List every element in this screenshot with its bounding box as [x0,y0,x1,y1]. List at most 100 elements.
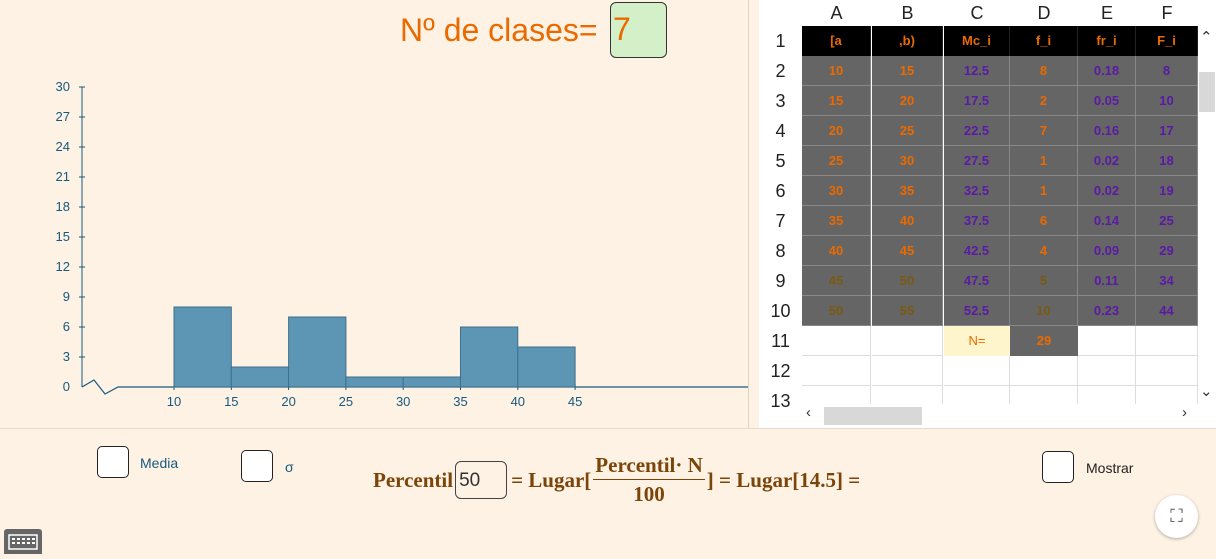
empty-cell[interactable] [1010,356,1078,386]
data-cell[interactable]: 1 [1010,146,1078,176]
data-cell[interactable]: 0.14 [1078,206,1136,236]
data-cell[interactable]: 18 [1136,146,1198,176]
vertical-scrollbar[interactable]: ⌃ ⌄ [1198,26,1216,400]
row-header[interactable]: 7 [759,206,802,236]
data-cell[interactable]: 10 [1010,296,1078,326]
clases-input[interactable]: 7 [610,2,667,58]
data-cell[interactable]: 2 [1010,86,1078,116]
data-cell[interactable]: 35 [802,206,871,236]
vertical-scroll-thumb[interactable] [1199,72,1215,112]
scroll-down-icon[interactable]: ⌄ [1200,383,1213,400]
header-cell[interactable]: [a [802,26,871,56]
data-cell[interactable]: 30 [802,176,871,206]
data-cell[interactable]: 10 [1136,86,1198,116]
data-cell[interactable]: 52.5 [944,296,1010,326]
data-cell[interactable]: 20 [872,86,943,116]
data-cell[interactable]: 8 [1136,56,1198,86]
header-cell[interactable]: ,b) [872,26,943,56]
data-cell[interactable]: 5 [1010,266,1078,296]
data-cell[interactable]: 50 [802,296,871,326]
row-header[interactable]: 5 [759,146,802,176]
data-cell[interactable]: 0.18 [1078,56,1136,86]
horizontal-scroll-thumb[interactable] [824,407,922,425]
row-header[interactable]: 2 [759,56,802,86]
scroll-left-icon[interactable]: ‹ [806,404,811,421]
header-cell[interactable]: F_i [1136,26,1198,56]
empty-cell[interactable] [1078,356,1136,386]
empty-cell[interactable] [1136,326,1198,356]
empty-cell[interactable] [802,356,871,386]
empty-cell[interactable] [802,326,871,356]
empty-cell[interactable] [1078,326,1136,356]
n-value-cell[interactable]: 29 [1010,326,1078,356]
empty-cell[interactable] [872,356,943,386]
data-cell[interactable]: 45 [802,266,871,296]
header-cell[interactable]: Mc_i [944,26,1010,56]
horizontal-scrollbar[interactable]: ‹ › [802,404,1216,426]
row-header[interactable]: 8 [759,236,802,266]
empty-cell[interactable] [872,326,943,356]
data-cell[interactable]: 25 [802,146,871,176]
row-header[interactable]: 9 [759,266,802,296]
data-cell[interactable]: 1 [1010,176,1078,206]
data-cell[interactable]: 12.5 [944,56,1010,86]
data-cell[interactable]: 19 [1136,176,1198,206]
data-cell[interactable]: 0.02 [1078,146,1136,176]
row-header[interactable]: 6 [759,176,802,206]
data-cell[interactable]: 55 [872,296,943,326]
data-cell[interactable]: 30 [872,146,943,176]
data-cell[interactable]: 37.5 [944,206,1010,236]
data-cell[interactable]: 29 [1136,236,1198,266]
row-header[interactable]: 10 [759,296,802,326]
data-cell[interactable]: 0.09 [1078,236,1136,266]
row-header[interactable]: 4 [759,116,802,146]
data-cell[interactable]: 0.02 [1078,176,1136,206]
n-label-cell[interactable]: N= [944,326,1010,356]
data-cell[interactable]: 27.5 [944,146,1010,176]
column-header[interactable]: A [802,0,871,26]
data-cell[interactable]: 25 [1136,206,1198,236]
data-cell[interactable]: 0.05 [1078,86,1136,116]
sigma-checkbox[interactable] [241,450,273,482]
row-header[interactable]: 1 [759,26,802,56]
data-cell[interactable]: 40 [872,206,943,236]
row-header[interactable]: 13 [759,386,802,416]
data-cell[interactable]: 8 [1010,56,1078,86]
row-header[interactable]: 12 [759,356,802,386]
keyboard-icon[interactable] [4,529,42,554]
data-cell[interactable]: 25 [872,116,943,146]
data-cell[interactable]: 32.5 [944,176,1010,206]
column-header[interactable]: C [944,0,1010,26]
data-cell[interactable]: 35 [872,176,943,206]
column-header[interactable]: B [872,0,943,26]
row-header[interactable]: 11 [759,326,802,356]
media-checkbox[interactable] [97,446,129,478]
data-cell[interactable]: 20 [802,116,871,146]
column-header[interactable]: F [1136,0,1198,26]
data-cell[interactable]: 7 [1010,116,1078,146]
data-cell[interactable]: 17.5 [944,86,1010,116]
column-header[interactable]: D [1010,0,1078,26]
data-cell[interactable]: 44 [1136,296,1198,326]
row-header[interactable]: 3 [759,86,802,116]
percentil-input[interactable]: 50 [455,461,508,499]
empty-cell[interactable] [944,356,1010,386]
data-cell[interactable]: 17 [1136,116,1198,146]
data-cell[interactable]: 0.23 [1078,296,1136,326]
data-cell[interactable]: 50 [872,266,943,296]
scroll-right-icon[interactable]: › [1182,404,1187,421]
data-cell[interactable]: 34 [1136,266,1198,296]
data-cell[interactable]: 47.5 [944,266,1010,296]
data-cell[interactable]: 6 [1010,206,1078,236]
column-header[interactable]: E [1078,0,1136,26]
data-cell[interactable]: 15 [802,86,871,116]
empty-cell[interactable] [1136,356,1198,386]
fullscreen-icon[interactable]: ⛶ [1155,495,1198,538]
mostrar-checkbox[interactable] [1042,451,1074,483]
data-cell[interactable]: 45 [872,236,943,266]
data-cell[interactable]: 40 [802,236,871,266]
scroll-up-icon[interactable]: ⌃ [1200,29,1213,46]
data-cell[interactable]: 10 [802,56,871,86]
data-cell[interactable]: 0.11 [1078,266,1136,296]
header-cell[interactable]: fr_i [1078,26,1136,56]
